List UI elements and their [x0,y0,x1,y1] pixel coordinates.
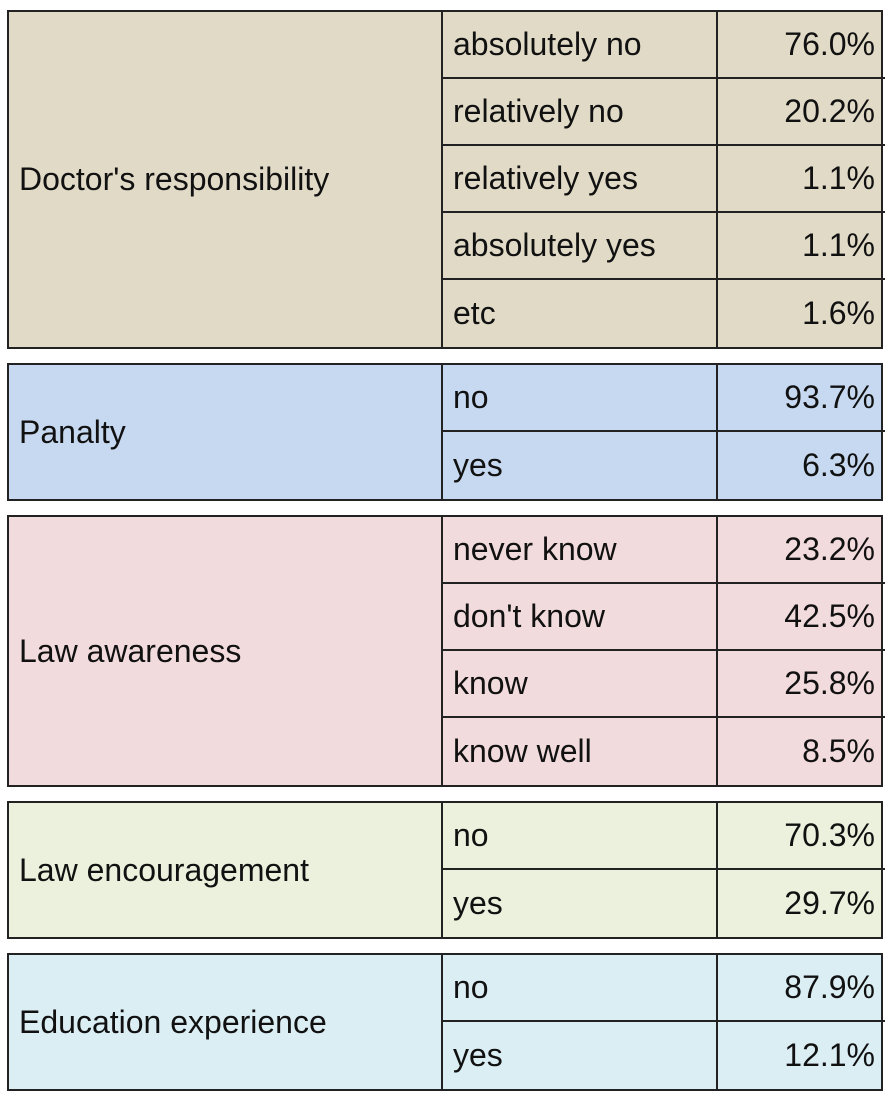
section-doctors-responsibility: Doctor's responsibility absolutely no 76… [7,10,885,349]
category-label: Law awareness [9,517,443,785]
option-label: no [443,955,718,1022]
option-label: yes [443,870,718,937]
percentage-value: 23.2% [718,517,885,584]
percentage-value: 93.7% [718,365,885,432]
percentage-value: 6.3% [802,447,875,483]
percentage-value: 12.1% [784,1037,875,1073]
section-panalty: Panalty no 93.7% yes 6.3% [7,363,885,501]
section-law-awareness: Law awareness never know 23.2% don't kno… [7,515,885,787]
option-label: yes [443,432,718,499]
section-law-encouragement: Law encouragement no 70.3% yes 29.7% [7,801,885,939]
option-label: never know [443,517,718,584]
option-label: absolutely no [443,12,718,79]
percentage-value: 87.9% [718,955,885,1022]
option-label: absolutely yes [443,213,718,280]
percentage-value: 1.6% [802,295,875,331]
category-label: Doctor's responsibility [9,12,443,347]
percentage-value: 20.2% [718,79,885,146]
option-label: don't know [443,584,718,651]
option-label: etc [443,280,718,347]
category-label: Law encouragement [9,803,443,937]
option-label: know well [443,718,718,785]
percentage-value: 76.0% [718,12,885,79]
category-label: Panalty [9,365,443,499]
percentage-value: 70.3% [718,803,885,870]
percentage-value: 8.5% [802,733,875,769]
percentage-value: 1.1% [718,213,885,280]
percentage-value: 25.8% [718,651,885,718]
option-label: no [443,365,718,432]
option-label: yes [443,1022,718,1089]
option-label: know [443,651,718,718]
category-label: Education experience [9,955,443,1089]
percentage-value: 42.5% [718,584,885,651]
survey-results-table: Doctor's responsibility absolutely no 76… [7,10,885,1091]
option-label: relatively no [443,79,718,146]
percentage-value: 1.1% [718,146,885,213]
option-label: no [443,803,718,870]
percentage-value: 29.7% [784,885,875,921]
section-education-experience: Education experience no 87.9% yes 12.1% [7,953,885,1091]
option-label: relatively yes [443,146,718,213]
